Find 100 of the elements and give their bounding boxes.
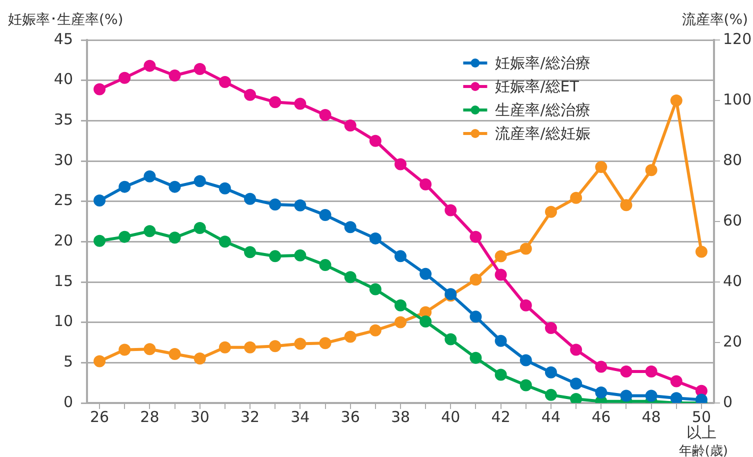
point <box>118 344 131 356</box>
point <box>168 232 181 244</box>
y-tick-label: 40 <box>54 70 73 88</box>
point <box>344 271 356 284</box>
point <box>494 334 507 347</box>
point <box>94 355 106 368</box>
y-tick-label: 20 <box>54 232 73 250</box>
y2-tick-label: 20 <box>723 332 742 350</box>
point <box>620 366 632 378</box>
point <box>520 299 532 312</box>
point <box>218 76 231 88</box>
point <box>494 368 507 381</box>
y-tick-label: 35 <box>54 110 73 129</box>
x-axis-title: 年齢(歳) <box>678 444 728 457</box>
point <box>444 204 457 216</box>
point <box>369 283 382 296</box>
y2-tick-label: 100 <box>723 90 752 108</box>
point <box>194 175 206 188</box>
point <box>570 392 582 403</box>
point <box>94 194 106 207</box>
y-tick-label: 10 <box>54 312 73 330</box>
point <box>218 341 231 354</box>
point <box>470 274 482 286</box>
point <box>168 180 181 193</box>
point <box>218 236 231 248</box>
point <box>620 199 632 212</box>
legend-label: 生産率/総治療 <box>495 100 590 119</box>
y-tick-label: 30 <box>54 150 73 169</box>
point <box>394 316 406 328</box>
x-tick-label: 36 <box>340 408 360 426</box>
point <box>544 206 557 218</box>
point <box>269 198 282 211</box>
point <box>470 230 482 243</box>
point <box>269 250 282 262</box>
point <box>269 340 282 352</box>
point <box>444 333 457 346</box>
point <box>344 120 356 132</box>
point <box>144 60 156 72</box>
point <box>344 221 356 234</box>
point <box>544 388 557 401</box>
point <box>94 83 106 96</box>
point <box>695 384 708 397</box>
point <box>294 98 306 110</box>
point <box>319 109 332 122</box>
point <box>645 390 658 402</box>
y-tick-label: 45 <box>54 30 73 48</box>
point <box>470 310 482 323</box>
point <box>570 344 582 356</box>
y2-tick-label: 80 <box>723 150 742 169</box>
x-tick-label: 30 <box>190 408 210 426</box>
point <box>394 299 406 312</box>
point <box>168 348 181 360</box>
legend-label: 流産率/総妊娠 <box>495 124 590 142</box>
x-tick-label: 48 <box>642 408 661 426</box>
point <box>218 182 231 194</box>
point <box>520 379 532 392</box>
point <box>394 158 406 170</box>
point <box>394 250 406 262</box>
point <box>544 322 557 334</box>
point <box>194 63 206 76</box>
point <box>144 225 156 238</box>
x-tick-label: 26 <box>90 408 110 426</box>
point <box>520 354 532 366</box>
y-tick-label: 25 <box>54 191 73 210</box>
point <box>595 360 608 373</box>
point <box>244 341 256 354</box>
point <box>494 268 507 281</box>
x-tick-label: 50 以上 <box>686 408 716 442</box>
point <box>645 366 658 378</box>
point <box>294 249 306 262</box>
point <box>319 209 332 222</box>
y2-axis-title: 流産率(%) <box>682 12 748 28</box>
point <box>620 390 632 402</box>
point <box>695 246 708 258</box>
point <box>294 199 306 212</box>
point <box>118 180 131 193</box>
y2-tick-label: 60 <box>723 211 742 230</box>
x-tick-label: 46 <box>592 408 611 426</box>
point <box>144 170 156 182</box>
point <box>369 324 382 336</box>
point <box>670 375 682 388</box>
point <box>269 96 282 108</box>
x-tick-label: 42 <box>491 408 510 426</box>
point <box>570 378 582 390</box>
y2-tick-label: 120 <box>723 30 752 48</box>
point <box>494 250 507 262</box>
point <box>244 246 256 258</box>
point <box>695 394 708 403</box>
point <box>520 242 532 255</box>
x-tick-label: 44 <box>541 408 561 426</box>
point <box>118 230 131 243</box>
legend-label: 妊娠率/総治療 <box>495 54 590 72</box>
point <box>420 316 432 328</box>
legend-label: 妊娠率/総ET <box>495 77 580 96</box>
point <box>94 234 106 247</box>
point <box>168 69 181 82</box>
point <box>244 192 256 205</box>
point <box>194 222 206 234</box>
x-tick-label: 40 <box>441 408 460 426</box>
point <box>319 259 332 272</box>
